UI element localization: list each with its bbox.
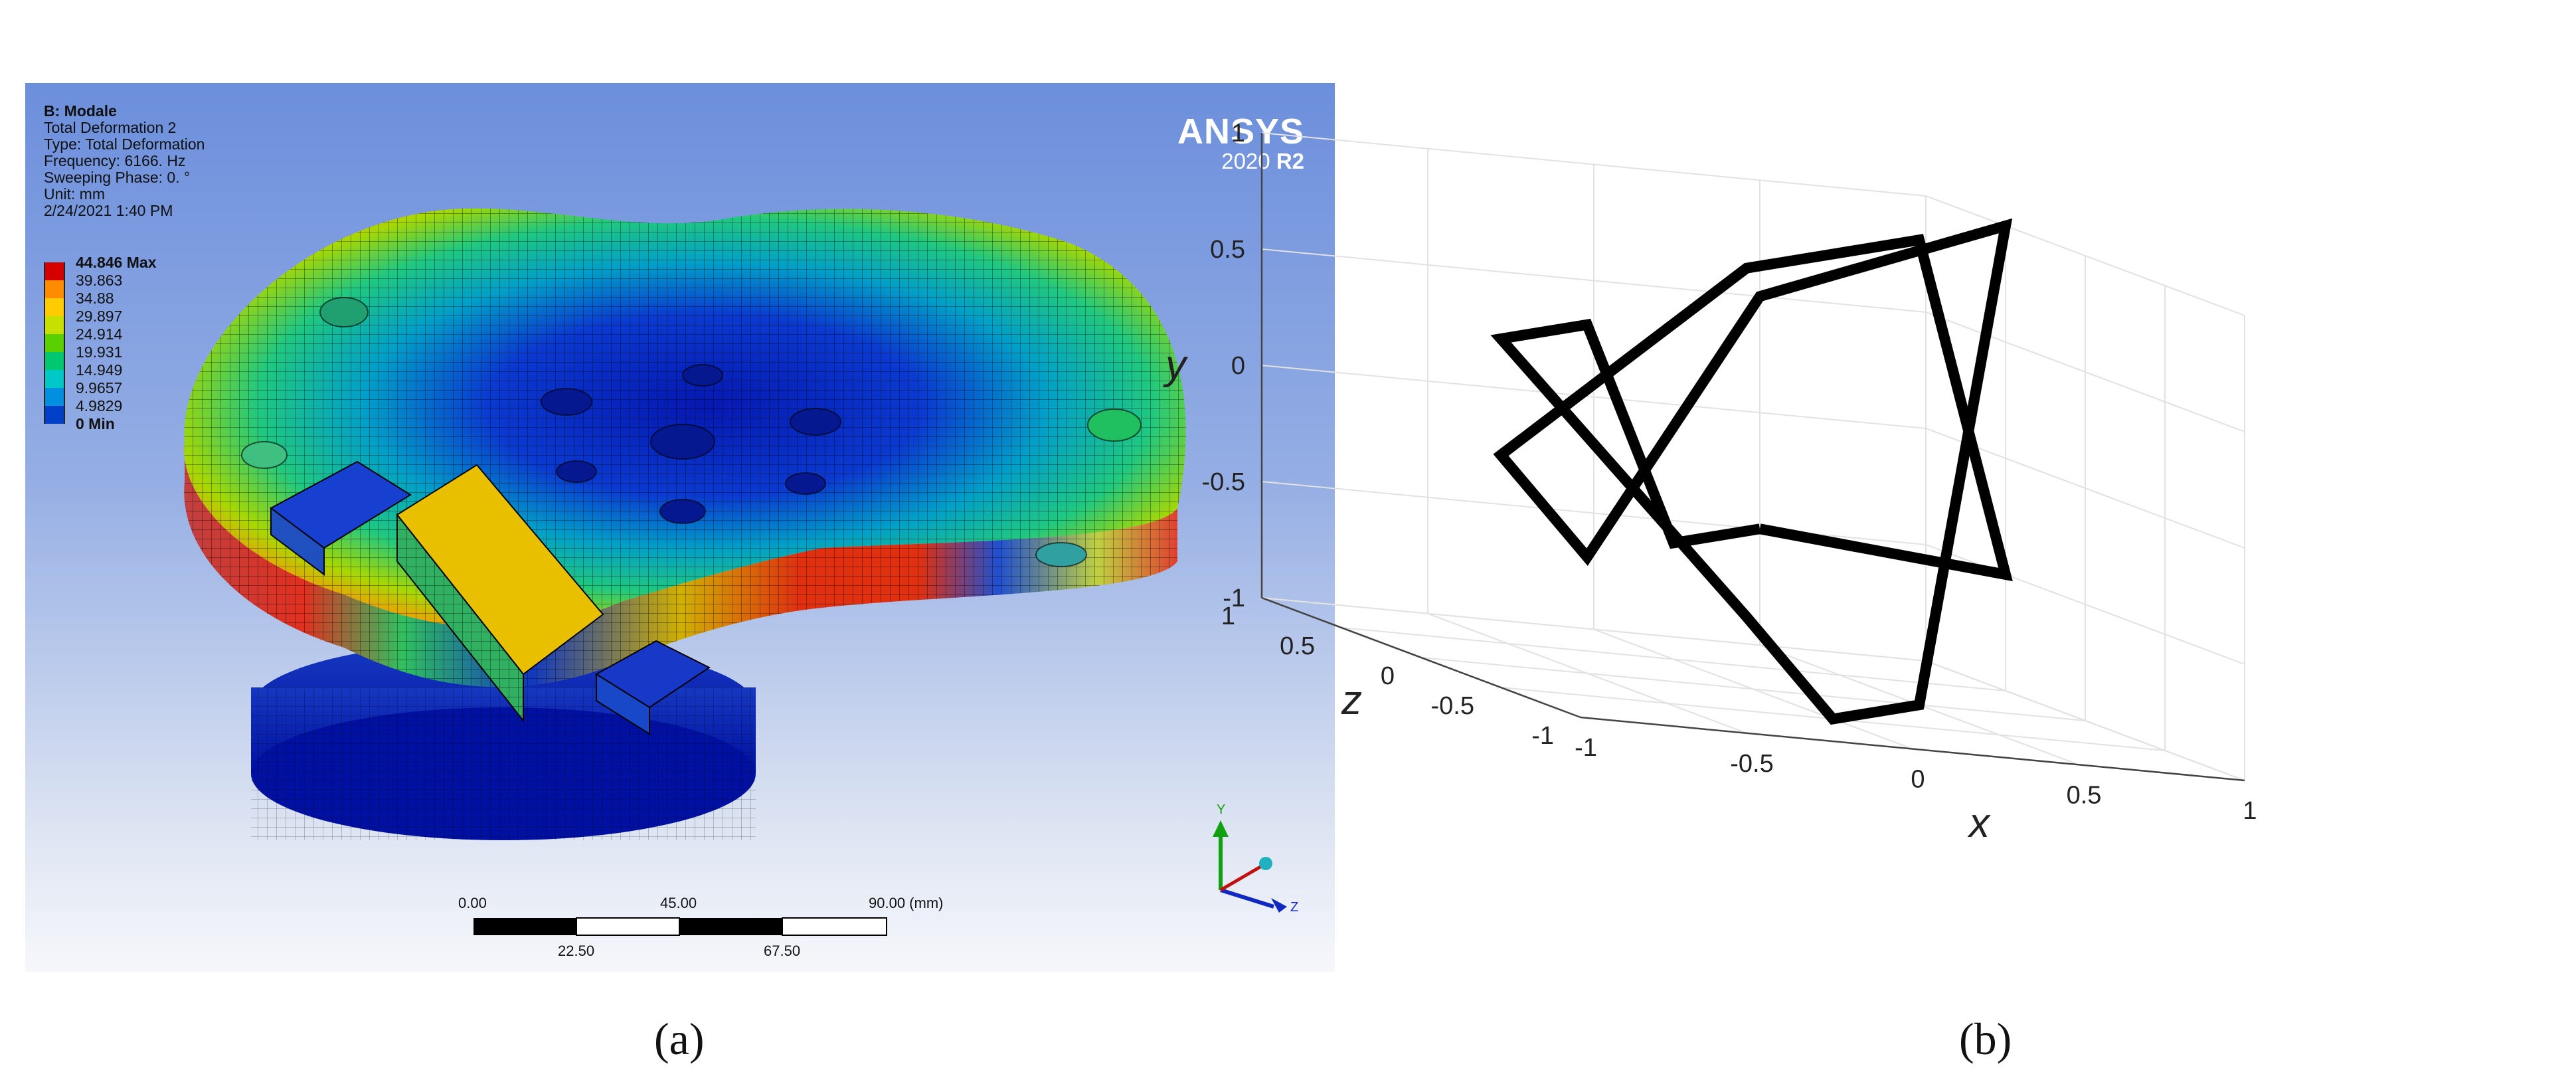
- legend-label: 34.88: [76, 290, 114, 307]
- legend-label: 4.9829: [76, 397, 123, 414]
- ansys-viewport: B: Modale Total Deformation 2 Type: Tota…: [25, 83, 1335, 972]
- z-tick-label: 1: [1221, 602, 1235, 630]
- scale-label: 0.00: [458, 895, 487, 911]
- result-info-block: B: Modale Total Deformation 2 Type: Tota…: [44, 103, 205, 219]
- x-axis-label: x: [1967, 800, 1991, 846]
- legend-label: 14.949: [76, 361, 123, 379]
- legend-label: 0 Min: [76, 415, 115, 432]
- grid-line: [1341, 627, 2006, 691]
- legend-swatch: [44, 262, 65, 280]
- logo-name: ANSYS: [1177, 112, 1304, 151]
- legend-label: 29.897: [76, 308, 123, 325]
- legend-swatch: [44, 280, 65, 298]
- info-line: Frequency: 6166. Hz: [44, 152, 186, 169]
- legend-swatch: [44, 370, 65, 388]
- y-tick-label: 1: [1231, 120, 1245, 147]
- triad-z-label: Z: [1290, 900, 1298, 915]
- analysis-title: B: Modale: [44, 102, 117, 120]
- x-tick-label: -0.5: [1730, 750, 1773, 778]
- grid-line: [1261, 132, 1927, 197]
- x-tick-label: -1: [1575, 734, 1597, 762]
- legend-swatch: [44, 352, 65, 370]
- legend-label: 44.846 Max: [76, 254, 157, 271]
- x-axis-line: [1580, 716, 2245, 782]
- grid-line: [1261, 248, 1927, 313]
- grid-line: [1420, 657, 2086, 721]
- scale-label: 22.50: [558, 943, 595, 959]
- axis-triad: Y Z: [1213, 802, 1298, 915]
- z-axis-line: [1261, 596, 1581, 719]
- z-tick-label: -1: [1531, 722, 1554, 750]
- scale-label: 90.00 (mm): [869, 895, 944, 911]
- y-tick-label: 0.5: [1210, 236, 1245, 264]
- grid-line: [1261, 597, 1927, 662]
- x-tick-label: 0: [1911, 766, 1925, 794]
- legend-swatch: [44, 316, 65, 334]
- caption-a: (a): [654, 1014, 705, 1064]
- z-tick-label: 0.5: [1280, 632, 1315, 660]
- legend-swatch: [44, 334, 65, 352]
- x-tick-label: 0.5: [2067, 781, 2102, 809]
- scale-label: 67.50: [764, 943, 801, 959]
- z-tick-label: -0.5: [1431, 692, 1474, 720]
- grid-line: [1925, 312, 2245, 432]
- info-line: Type: Total Deformation: [44, 135, 205, 153]
- bolt-holes: [241, 297, 1142, 567]
- legend-swatch: [44, 388, 65, 406]
- y-tick-label: 0: [1231, 352, 1245, 380]
- base-cylinder: [251, 641, 756, 840]
- data-series-line: [1490, 218, 2013, 725]
- deformed-mesh-render: [184, 208, 1186, 840]
- legend-label: 24.914: [76, 325, 123, 343]
- grid-line: [1925, 195, 2245, 316]
- caption-b: (b): [1959, 1014, 2012, 1064]
- triad-y-label: Y: [1217, 802, 1225, 817]
- legend-swatch: [44, 406, 65, 424]
- z-tick-label: 0: [1381, 662, 1395, 690]
- grid-line: [1261, 365, 1927, 429]
- scale-label: 45.00: [660, 895, 697, 911]
- info-line: 2/24/2021 1:40 PM: [44, 202, 173, 219]
- legend-label: 19.931: [76, 343, 123, 361]
- grid-line: [1925, 660, 2245, 781]
- info-line: Unit: mm: [44, 185, 105, 203]
- mounted-blocks: [270, 460, 711, 735]
- y-axis-label: y: [1163, 342, 1189, 388]
- legend-label: 39.863: [76, 272, 123, 289]
- info-line: Total Deformation 2: [44, 119, 177, 136]
- y-tick-label: -0.5: [1202, 468, 1245, 496]
- legend-swatch: [44, 298, 65, 316]
- x-tick-label: 1: [2243, 797, 2257, 825]
- y-tick-label: -1: [1223, 585, 1245, 612]
- legend-label: 9.9657: [76, 379, 123, 397]
- info-line: Sweeping Phase: 0. °: [44, 169, 191, 186]
- z-axis-label: z: [1341, 677, 1362, 723]
